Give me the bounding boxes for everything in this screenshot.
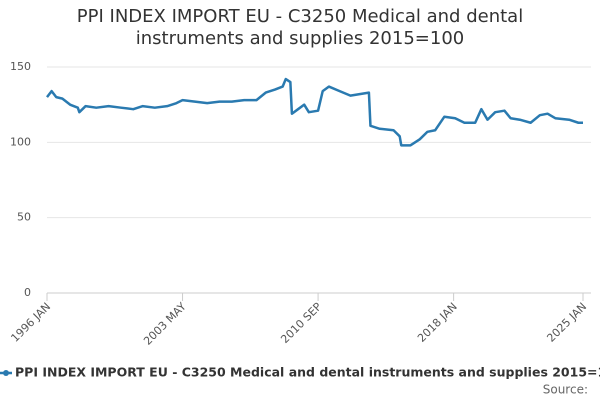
y-tick-label: 0 [24, 286, 31, 299]
y-tick-label: 150 [10, 60, 31, 73]
y-tick-label: 50 [17, 211, 31, 224]
x-tick-label: 2018 JAN [415, 300, 460, 345]
series-line [46, 77, 583, 147]
x-tick-label: 2010 SEP [278, 300, 324, 346]
x-tick-label: 2003 MAY [141, 300, 189, 348]
source: Source: [543, 383, 588, 397]
chart-title: PPI INDEX IMPORT EU - C3250 Medical and … [76, 6, 524, 49]
y-tick-label: 100 [10, 135, 31, 148]
x-tick-label: 1996 JAN [8, 300, 53, 345]
legend-marker [3, 370, 9, 376]
legend-text: PPI INDEX IMPORT EU - C3250 Medical and … [15, 365, 600, 380]
x-tick-label: 2025 JAN [544, 300, 589, 345]
